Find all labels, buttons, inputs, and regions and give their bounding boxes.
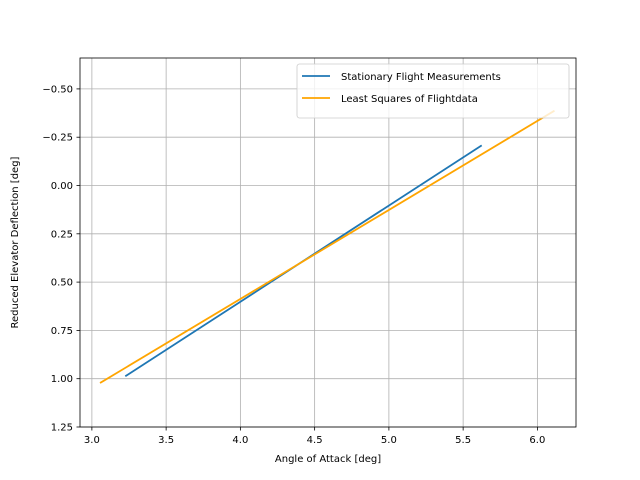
legend-entry: Least Squares of Flightdata: [341, 94, 478, 105]
x-tick-label: 5.5: [455, 435, 471, 446]
x-tick-label: 3.5: [158, 435, 174, 446]
y-tick-label: 0.50: [51, 278, 73, 289]
x-axis: 3.0 3.5 4.0 4.5 5.0 5.5 6.0: [84, 427, 545, 446]
y-tick-label: 0.00: [51, 181, 73, 192]
x-tick-label: 5.0: [381, 435, 397, 446]
legend-entry: Stationary Flight Measurements: [341, 72, 501, 83]
y-tick-label: 0.25: [51, 229, 73, 240]
y-tick-label: 1.00: [51, 374, 73, 385]
x-tick-label: 4.5: [307, 435, 323, 446]
x-tick-label: 4.0: [232, 435, 248, 446]
plot-frame: [79, 57, 577, 428]
y-tick-label: 1.25: [51, 423, 73, 434]
legend-box: [296, 63, 570, 119]
x-tick-label: 3.0: [84, 435, 100, 446]
y-axis: −0.50 −0.25 0.00 0.25 0.50 0.75 1.00 1.25: [42, 84, 80, 434]
y-tick-label: 0.75: [51, 326, 73, 337]
series-line-2: [99, 109, 555, 384]
x-tick-label: 6.0: [529, 435, 545, 446]
y-tick-label: −0.25: [42, 133, 73, 144]
legend: Stationary Flight Measurements Least Squa…: [296, 63, 570, 119]
x-axis-label: Angle of Attack [deg]: [275, 454, 381, 465]
y-axis-label: Reduced Elevator Deflection [deg]: [10, 156, 21, 328]
y-tick-label: −0.50: [42, 84, 73, 95]
plot-lines: [99, 109, 555, 384]
